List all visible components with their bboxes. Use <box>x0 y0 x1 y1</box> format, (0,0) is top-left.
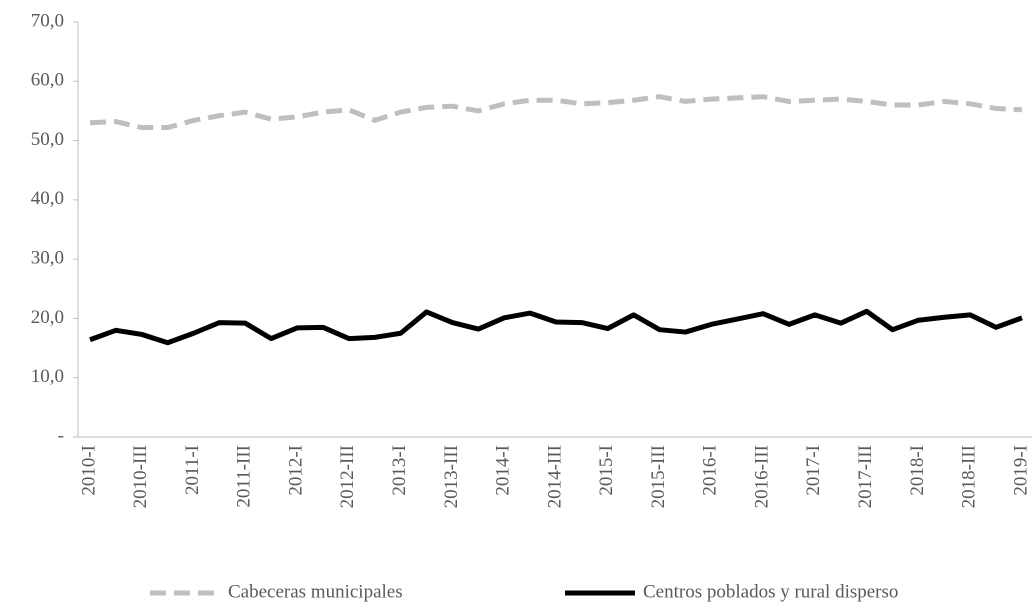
x-tick-label: 2018-I <box>907 445 928 496</box>
series-line <box>89 308 1023 346</box>
y-tick-label: 70,0 <box>31 10 64 31</box>
x-tick-label: 2016-I <box>700 445 721 496</box>
x-tick-label: 2012-I <box>285 445 306 496</box>
legend-label: Cabeceras municipales <box>228 581 403 602</box>
y-tick-label: 60,0 <box>31 70 64 91</box>
x-tick-label: 2015-I <box>596 445 617 496</box>
x-tick-label: 2013-III <box>441 445 462 508</box>
x-tick-label: 2011-I <box>182 445 203 495</box>
x-tick-label: 2018-III <box>959 445 980 508</box>
x-tick-label: 2010-I <box>78 445 99 496</box>
x-tick-label: 2017-I <box>803 445 824 496</box>
y-tick-label: 20,0 <box>31 307 64 328</box>
y-tick-label: 10,0 <box>31 366 64 387</box>
x-tick-label: 2010-III <box>130 445 151 508</box>
y-tick-label: 40,0 <box>31 188 64 209</box>
legend-label: Centros poblados y rural disperso <box>643 581 898 602</box>
y-tick-label: 50,0 <box>31 129 64 150</box>
x-tick-label: 2015-III <box>648 445 669 508</box>
y-tick-label: 30,0 <box>31 248 64 269</box>
series-line <box>89 94 1023 131</box>
x-tick-label: 2013-I <box>389 445 410 496</box>
x-tick-label: 2014-III <box>544 445 565 508</box>
x-tick-label: 2017-III <box>855 445 876 508</box>
x-tick-label: 2016-III <box>751 445 772 508</box>
y-tick-label: - <box>58 425 64 446</box>
x-tick-label: 2014-I <box>493 445 514 496</box>
x-tick-label: 2011-III <box>234 445 255 508</box>
x-tick-label: 2012-III <box>337 445 358 508</box>
x-tick-label: 2019-I <box>1010 445 1031 496</box>
